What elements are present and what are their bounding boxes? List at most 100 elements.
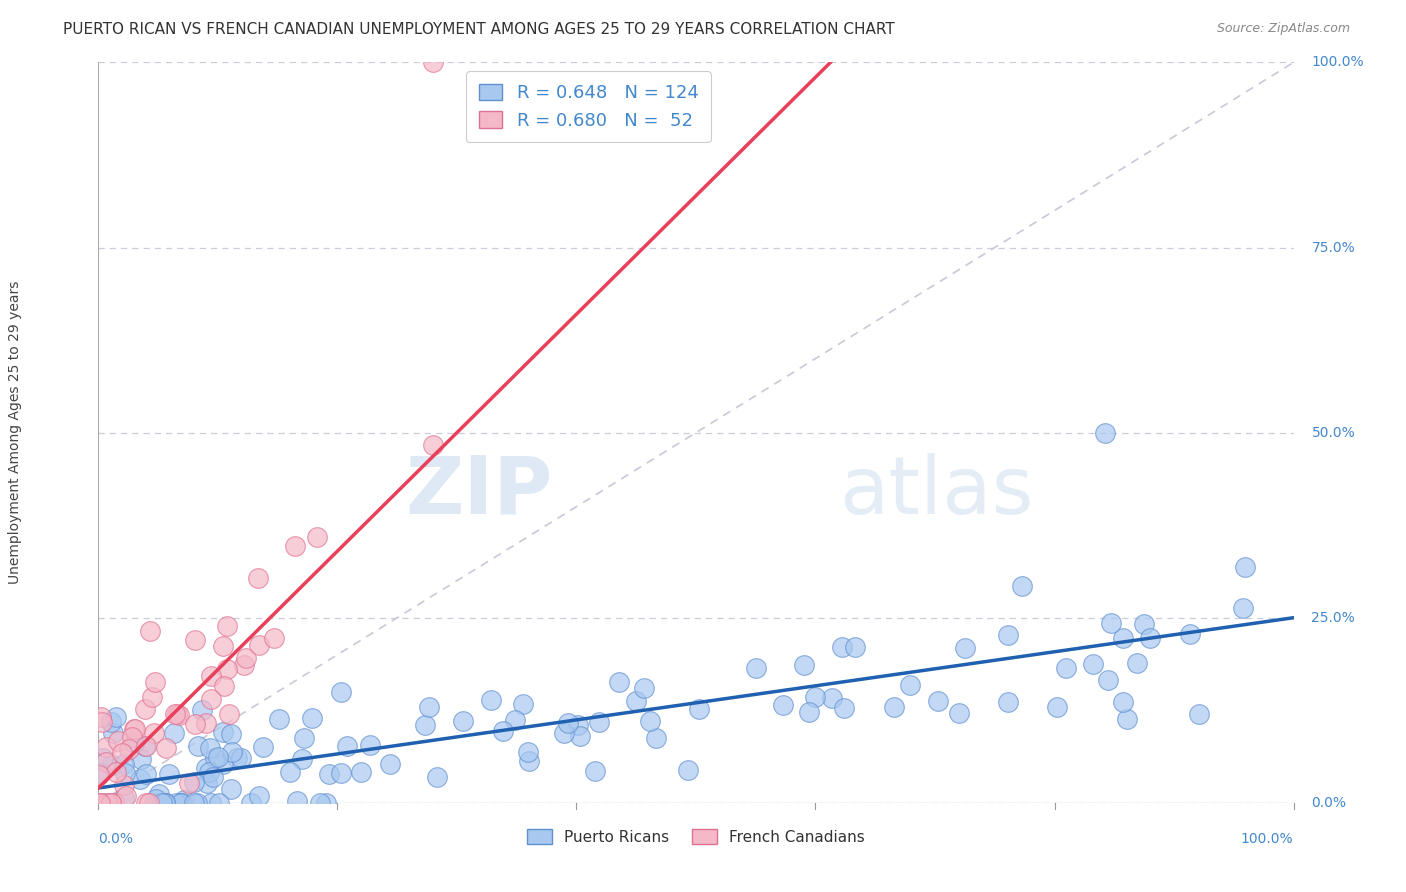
Point [211,757,233,772]
Point [285,794,308,808]
Text: 100.0%: 100.0% [1241,832,1294,847]
Point [329,684,352,698]
Point [1011,579,1033,593]
Point [997,628,1019,642]
Point [114,789,136,804]
Text: 0.0%: 0.0% [1312,796,1347,810]
Point [263,631,285,645]
Point [169,796,191,810]
Point [309,796,332,810]
Point [87,765,110,780]
Point [284,539,307,553]
Point [569,729,592,743]
Point [96,755,118,769]
Point [793,657,815,672]
Point [479,692,502,706]
Point [797,706,820,720]
Text: atlas: atlas [839,453,1033,531]
Point [87,796,110,810]
Point [638,714,661,729]
Point [166,706,188,721]
Point [101,726,124,740]
Point [87,768,110,782]
Point [451,714,474,728]
Point [1094,425,1116,440]
Point [183,796,205,810]
Point [138,796,160,810]
Point [121,730,143,744]
Text: Unemployment Among Ages 25 to 29 years: Unemployment Among Ages 25 to 29 years [8,281,21,584]
Point [153,796,176,810]
Point [1046,700,1069,714]
Point [1126,656,1149,670]
Point [157,767,180,781]
Point [170,796,193,810]
Point [208,796,231,810]
Point [187,739,209,754]
Point [844,640,866,655]
Point [280,765,302,780]
Point [111,746,134,760]
Point [135,767,157,781]
Point [153,796,176,810]
Point [267,712,290,726]
Point [100,796,122,810]
Point [124,723,146,737]
Point [155,741,177,756]
Point [104,710,127,724]
Text: 50.0%: 50.0% [1312,425,1355,440]
Point [122,723,145,737]
Point [135,796,157,810]
Point [195,776,218,790]
Point [772,698,794,713]
Point [90,796,112,810]
Point [94,740,117,755]
Point [143,675,166,690]
Point [212,679,235,693]
Point [239,796,262,810]
Point [211,640,233,654]
Point [114,766,136,780]
Point [247,638,270,652]
Point [122,736,145,750]
Point [226,751,249,765]
Point [413,718,436,732]
Point [163,725,186,739]
Point [170,796,193,810]
Point [557,716,579,731]
Point [139,624,162,638]
Point [517,745,540,759]
Point [744,661,766,675]
Point [678,763,700,777]
Point [567,718,589,732]
Point [217,618,239,632]
Point [103,796,125,810]
Point [221,745,243,759]
Point [688,702,710,716]
Point [955,640,977,655]
Text: Source: ZipAtlas.com: Source: ZipAtlas.com [1216,22,1350,36]
Point [204,751,226,765]
Point [143,796,166,810]
Point [336,739,359,754]
Point [173,793,195,807]
Point [233,657,256,672]
Point [359,738,381,752]
Point [219,726,242,740]
Point [517,754,540,768]
Point [100,714,122,729]
Point [422,55,444,70]
Point [948,706,970,720]
Point [91,751,114,765]
Point [195,761,218,775]
Point [167,707,190,722]
Point [492,724,515,739]
Point [186,796,208,810]
Point [252,740,274,755]
Point [165,707,187,722]
Point [207,750,229,764]
Point [152,796,174,810]
Point [197,765,219,780]
Point [117,741,139,756]
Point [194,715,217,730]
